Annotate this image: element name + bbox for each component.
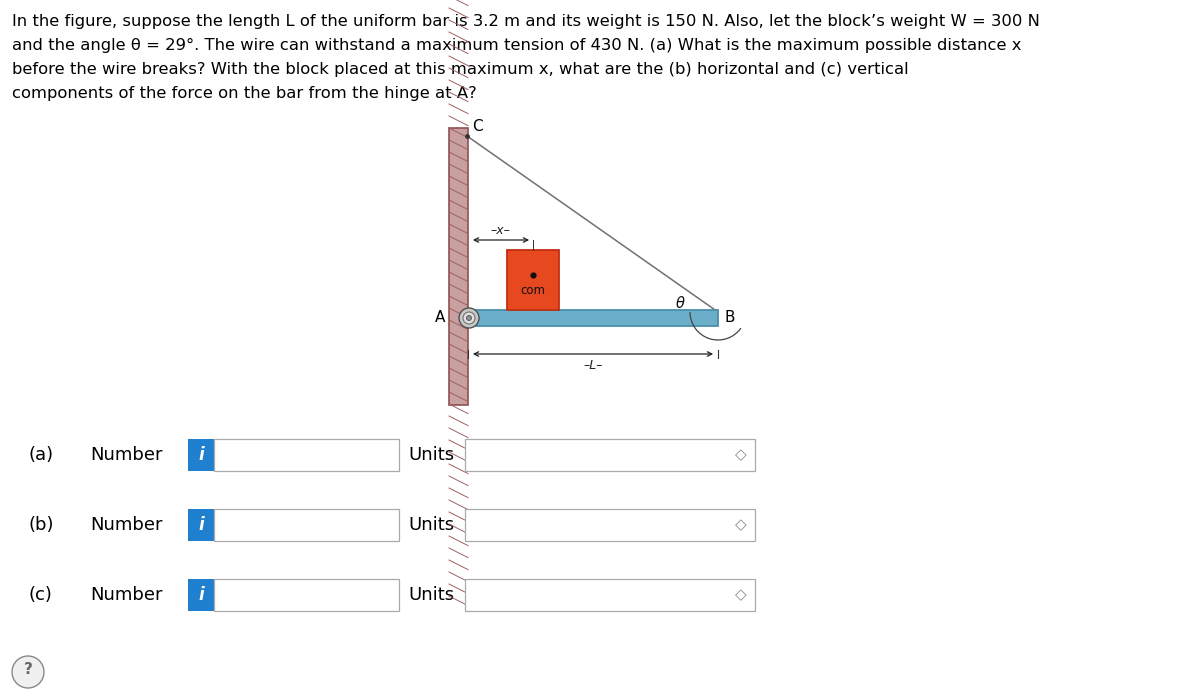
Text: ?: ? (24, 662, 32, 678)
Bar (214, 509, 398, 541)
Text: Units: Units (408, 586, 454, 604)
Text: i: i (198, 516, 204, 534)
Bar (466, 439, 755, 471)
Text: Number: Number (90, 516, 162, 534)
Text: (c): (c) (28, 586, 52, 604)
Circle shape (458, 308, 479, 328)
Circle shape (12, 656, 44, 688)
Text: θ: θ (676, 297, 684, 312)
Bar (466, 509, 755, 541)
Text: before the wire breaks? With the block placed at this maximum x, what are the (b: before the wire breaks? With the block p… (12, 62, 908, 77)
Text: Number: Number (90, 586, 162, 604)
Text: A: A (434, 311, 445, 326)
Text: com: com (521, 284, 546, 298)
Bar (468, 310, 718, 326)
Text: Units: Units (408, 446, 454, 464)
Text: ◇: ◇ (736, 517, 746, 533)
Text: B: B (724, 309, 734, 325)
Text: In the figure, suppose the length L of the uniform bar is 3.2 m and its weight i: In the figure, suppose the length L of t… (12, 14, 1040, 29)
Text: i: i (198, 586, 204, 604)
Text: (b): (b) (28, 516, 54, 534)
Text: components of the force on the bar from the hinge at A?: components of the force on the bar from … (12, 86, 476, 101)
Bar (188, 439, 214, 471)
Text: Number: Number (90, 446, 162, 464)
Text: and the angle θ = 29°. The wire can withstand a maximum tension of 430 N. (a) Wh: and the angle θ = 29°. The wire can with… (12, 38, 1021, 53)
Bar (449, 128, 468, 405)
Text: ◇: ◇ (736, 447, 746, 463)
Circle shape (467, 316, 472, 321)
Bar (466, 579, 755, 611)
Text: i: i (198, 446, 204, 464)
Text: (a): (a) (28, 446, 53, 464)
Text: –L–: –L– (583, 359, 602, 372)
Bar (214, 579, 398, 611)
Text: –x–: –x– (491, 224, 510, 237)
Bar (188, 579, 214, 611)
Text: C: C (472, 119, 482, 134)
Text: Units: Units (408, 516, 454, 534)
Circle shape (463, 312, 475, 324)
Text: ◇: ◇ (736, 587, 746, 603)
Bar (508, 250, 559, 310)
Bar (214, 439, 398, 471)
Bar (188, 509, 214, 541)
